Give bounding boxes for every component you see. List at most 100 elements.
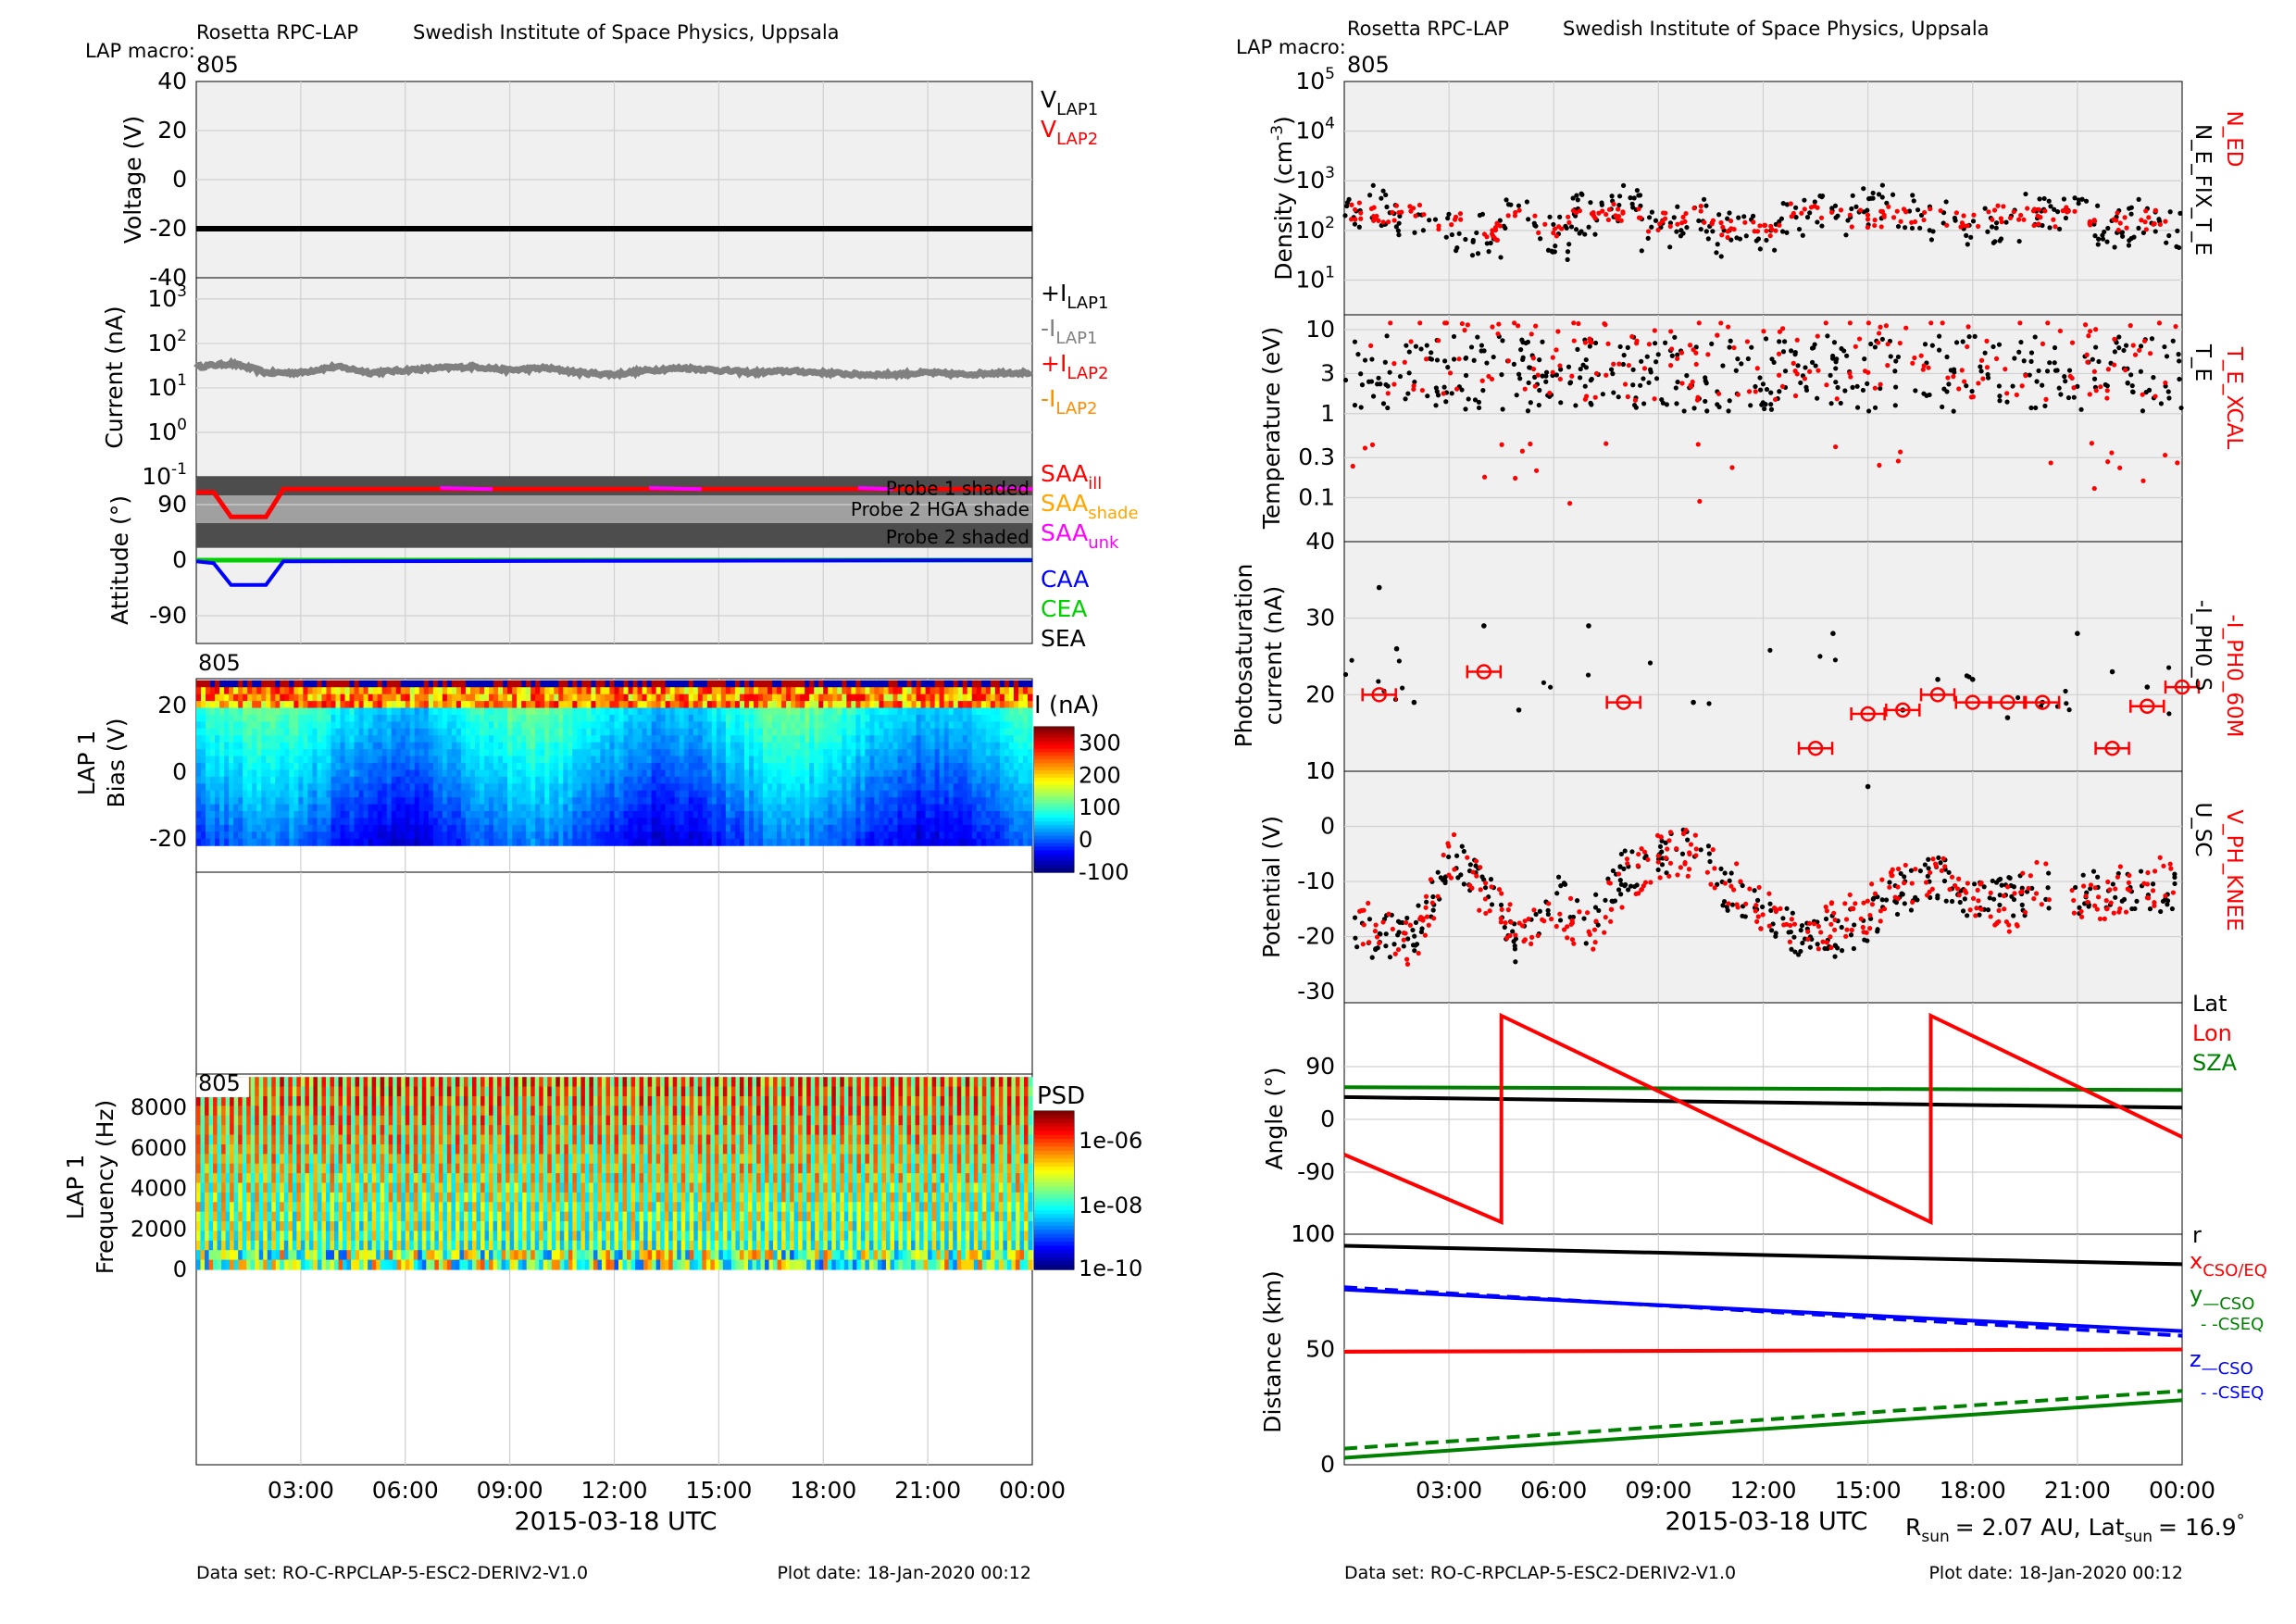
bias-spectrogram-cell bbox=[423, 714, 430, 722]
bias-spectrogram-cell bbox=[660, 707, 667, 716]
bias-spectrogram-cell bbox=[206, 838, 211, 846]
bias-spectrogram-cell bbox=[874, 735, 880, 743]
bias-spectrogram-cell bbox=[549, 838, 555, 846]
bias-spectrogram-cell bbox=[312, 804, 318, 812]
bias-spectrogram-cell bbox=[275, 790, 281, 798]
psd-spectrogram-cell bbox=[280, 1240, 285, 1251]
bias-spectrogram-cell bbox=[289, 707, 294, 716]
bias-spectrogram-cell bbox=[377, 687, 383, 695]
bias-spectrogram-cell bbox=[247, 701, 253, 709]
bias-spectrogram-cell bbox=[754, 831, 759, 840]
bias-spectrogram-cell bbox=[354, 776, 360, 784]
bias-spectrogram-cell bbox=[920, 701, 927, 709]
bias-spectrogram-cell bbox=[971, 749, 978, 757]
bias-spectrogram-cell bbox=[498, 790, 504, 798]
bias-spectrogram-cell bbox=[368, 714, 374, 722]
bias-spectrogram-cell bbox=[224, 804, 230, 812]
bias-spectrogram-cell bbox=[229, 707, 234, 716]
bias-spectrogram-cell bbox=[247, 721, 253, 730]
bias-spectrogram-cell bbox=[953, 769, 959, 778]
bias-spectrogram-cell bbox=[535, 790, 541, 798]
bias-spectrogram-cell bbox=[409, 776, 416, 784]
bias-spectrogram-cell bbox=[605, 811, 611, 819]
bias-spectrogram-cell bbox=[1022, 728, 1029, 736]
bias-spectrogram-cell bbox=[335, 818, 342, 826]
bias-spectrogram-cell bbox=[233, 811, 239, 819]
bias-spectrogram-cell bbox=[980, 838, 987, 846]
bias-spectrogram-cell bbox=[934, 838, 941, 846]
bias-spectrogram-cell bbox=[879, 707, 885, 716]
bias-spectrogram-cell bbox=[368, 728, 374, 736]
bias-spectrogram-cell bbox=[591, 762, 597, 771]
bias-spectrogram-cell bbox=[618, 762, 625, 771]
bias-spectrogram-cell bbox=[994, 728, 1001, 736]
bias-spectrogram-cell bbox=[395, 783, 402, 792]
bias-spectrogram-cell bbox=[252, 701, 257, 709]
bias-spectrogram-cell bbox=[363, 742, 369, 750]
bias-spectrogram-cell bbox=[206, 783, 211, 792]
bias-spectrogram-cell bbox=[957, 824, 964, 832]
bias-spectrogram-cell bbox=[892, 811, 899, 819]
bias-spectrogram-cell bbox=[628, 762, 634, 771]
bias-spectrogram-cell bbox=[693, 838, 699, 846]
bias-spectrogram-cell bbox=[535, 769, 541, 778]
psd-spectrogram-cell bbox=[200, 1259, 206, 1270]
psd-spectrogram-cell bbox=[250, 1106, 256, 1117]
bias-spectrogram-cell bbox=[660, 824, 667, 832]
bias-spectrogram-cell bbox=[377, 749, 383, 757]
bias-spectrogram-cell bbox=[535, 735, 541, 743]
bias-spectrogram-cell bbox=[623, 680, 630, 688]
bias-spectrogram-cell bbox=[381, 783, 388, 792]
bias-spectrogram-cell bbox=[920, 831, 927, 840]
bias-spectrogram-cell bbox=[828, 687, 833, 695]
bias-spectrogram-cell bbox=[683, 769, 690, 778]
bias-spectrogram-cell bbox=[275, 714, 281, 722]
bias-spectrogram-cell bbox=[925, 776, 931, 784]
bias-spectrogram-cell bbox=[920, 797, 927, 806]
bias-spectrogram-cell bbox=[354, 728, 360, 736]
bias-spectrogram-cell bbox=[558, 742, 564, 750]
bias-spectrogram-cell bbox=[832, 818, 838, 826]
psd-spectrogram-cell bbox=[213, 1154, 218, 1165]
bias-spectrogram-cell bbox=[758, 721, 764, 730]
bias-spectrogram-cell bbox=[665, 735, 671, 743]
bias-spectrogram-cell bbox=[428, 818, 434, 826]
bias-spectrogram-cell bbox=[469, 804, 476, 812]
bias-spectrogram-cell bbox=[206, 680, 211, 688]
bias-spectrogram-cell bbox=[293, 776, 299, 784]
bias-spectrogram-cell bbox=[521, 749, 527, 757]
header-left-title: Rosetta RPC-LAP bbox=[196, 21, 358, 44]
psd-spectrogram-cell bbox=[200, 1192, 206, 1203]
bias-spectrogram-cell bbox=[725, 680, 731, 688]
bias-spectrogram-cell bbox=[902, 831, 908, 840]
bias-spectrogram-cell bbox=[215, 693, 220, 702]
bias-spectrogram-cell bbox=[317, 756, 323, 764]
bias-spectrogram-cell bbox=[1027, 749, 1033, 757]
bias-spectrogram-cell bbox=[660, 797, 667, 806]
psd-spectrogram-cell bbox=[233, 1202, 239, 1213]
bias-spectrogram-cell bbox=[706, 838, 713, 846]
bias-spectrogram-cell bbox=[777, 707, 782, 716]
bias-spectrogram-cell bbox=[428, 811, 434, 819]
psd-spectrogram-cell bbox=[230, 1115, 235, 1126]
bias-spectrogram-cell bbox=[298, 742, 304, 750]
bias-spectrogram-cell bbox=[261, 721, 267, 730]
bias-spectrogram-cell bbox=[266, 680, 271, 688]
bias-spectrogram-cell bbox=[409, 811, 416, 819]
psd-spectrogram-cell bbox=[233, 1125, 239, 1136]
bias-spectrogram-cell bbox=[558, 797, 564, 806]
bias-spectrogram-cell bbox=[442, 762, 448, 771]
bias-spectrogram-cell bbox=[261, 818, 267, 826]
bias-spectrogram-cell bbox=[916, 818, 922, 826]
bias-spectrogram-cell bbox=[855, 693, 861, 702]
bias-spectrogram-cell bbox=[377, 831, 383, 840]
bias-spectrogram-cell bbox=[1013, 735, 1019, 743]
bias-spectrogram-cell bbox=[293, 701, 299, 709]
bias-spectrogram-cell bbox=[1022, 783, 1029, 792]
bias-spectrogram-cell bbox=[480, 749, 485, 757]
bias-spectrogram-cell bbox=[530, 749, 536, 757]
bias-spectrogram-cell bbox=[563, 693, 568, 702]
bias-spectrogram-cell bbox=[716, 797, 722, 806]
bias-spectrogram-cell bbox=[219, 797, 225, 806]
psd-spectrogram-cell bbox=[283, 1095, 289, 1106]
